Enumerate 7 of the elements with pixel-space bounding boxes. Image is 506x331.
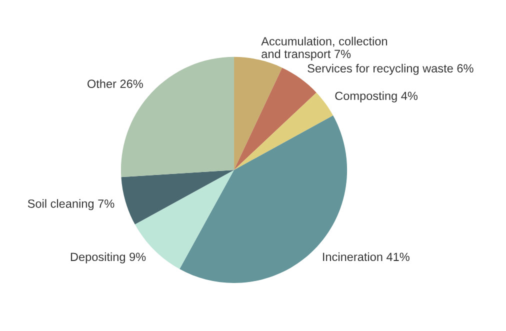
slice-label: Services for recycling waste 6% (308, 64, 474, 75)
slice-label: Soil cleaning 7% (28, 199, 114, 210)
slice-label: Composting 4% (335, 91, 418, 102)
slice-label: Incineration 41% (323, 252, 410, 262)
slice-label: Accumulation, collection and transport 7% (261, 36, 388, 60)
slice-label: Other 26% (88, 79, 143, 88)
slice-label: Depositing 9% (70, 252, 146, 264)
